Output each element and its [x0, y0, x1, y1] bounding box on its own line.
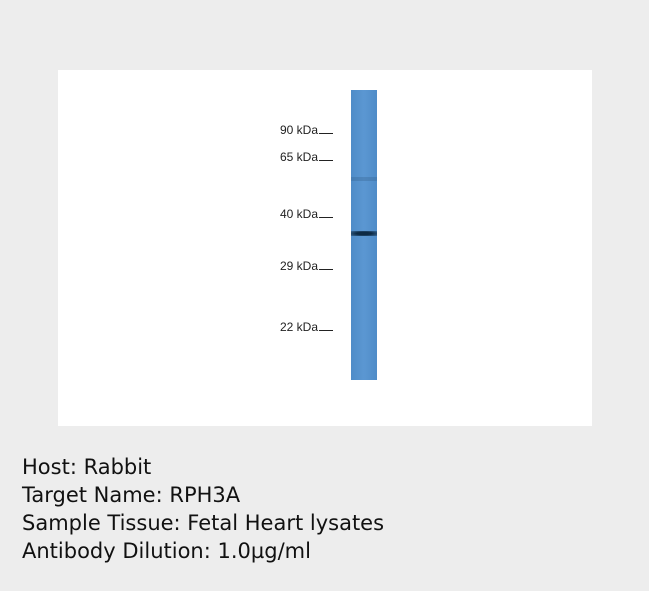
marker-tick — [319, 269, 333, 270]
caption-line: Antibody Dilution: 1.0µg/ml — [22, 537, 384, 565]
blot-panel: 90 kDa 65 kDa 40 kDa 29 kDa 22 kDa — [58, 70, 592, 426]
marker-tick — [319, 133, 333, 134]
marker-tick — [319, 217, 333, 218]
caption-line: Target Name: RPH3A — [22, 481, 384, 509]
marker-label: 29 kDa — [280, 259, 333, 273]
marker-tick — [319, 330, 333, 331]
marker-label: 90 kDa — [280, 123, 333, 137]
marker-label: 65 kDa — [280, 150, 333, 164]
marker-label: 40 kDa — [280, 207, 333, 221]
band — [351, 231, 377, 236]
caption: Host: Rabbit Target Name: RPH3A Sample T… — [22, 453, 384, 565]
caption-line: Host: Rabbit — [22, 453, 384, 481]
marker-label: 22 kDa — [280, 320, 333, 334]
caption-line: Sample Tissue: Fetal Heart lysates — [22, 509, 384, 537]
blot-lane — [351, 90, 377, 380]
marker-tick — [319, 160, 333, 161]
faint-band — [351, 177, 377, 181]
page: 90 kDa 65 kDa 40 kDa 29 kDa 22 kDa Host:… — [0, 0, 649, 591]
